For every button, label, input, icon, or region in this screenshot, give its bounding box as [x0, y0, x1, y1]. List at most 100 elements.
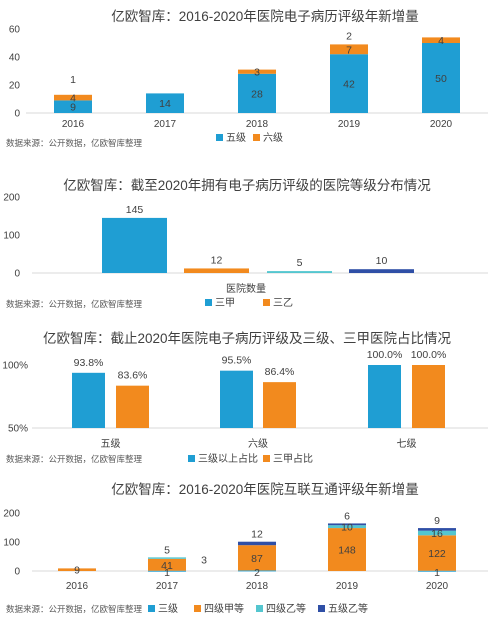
chart-2-data-label: 10 [376, 255, 388, 267]
chart-4-bar-四级乙等-2017 [148, 557, 186, 559]
chart-4-bar-四级甲等-2016 [58, 568, 96, 571]
chart-1-bar-五级-2016 [54, 100, 92, 113]
chart-4-extra-label: 3 [201, 554, 207, 566]
chart-3-data-label: 100.0% [367, 349, 403, 361]
chart-2-data-label: 5 [297, 257, 303, 269]
chart-1-xtick: 2016 [62, 119, 85, 130]
chart-2-bar-0 [102, 217, 167, 273]
chart-3-xtick: 六级 [248, 438, 268, 450]
chart-3-data-label: 86.4% [265, 366, 295, 378]
chart-2-ytick: 200 [3, 193, 20, 204]
chart-3-legend-sanji-label: 三级以上占比 [198, 452, 258, 465]
chart-4-bar-四级甲等-2017 [148, 558, 186, 571]
chart-4-data-label: 41 [161, 560, 173, 572]
chart-3-source: 数据来源：公开数据，亿欧智库整理 [6, 454, 143, 464]
chart-4-legend-wujiyi-swatch [318, 605, 325, 612]
chart-1-ytick: 0 [14, 109, 20, 120]
chart-1-bar-六级-2018 [238, 69, 276, 74]
chart-1-data-label: 42 [343, 79, 355, 91]
chart-4-legend-sijijia-label: 四级甲等 [204, 602, 244, 615]
chart-4-ytick: 200 [3, 509, 20, 520]
chart-4-legend-sijiyi-label: 四级乙等 [266, 602, 306, 615]
chart-4-data-label: 9 [74, 565, 80, 577]
chart-1-data-label: 4 [70, 93, 76, 105]
chart-1-bar-六级-2020 [422, 37, 460, 43]
chart-1-extra-label: 1 [70, 74, 76, 86]
chart-3-data-label: 83.6% [118, 370, 148, 382]
chart-2: 亿欧智库：截至2020年拥有电子病历评级的医院等级分布情况 0 100 200 145… [3, 177, 488, 309]
chart-1-data-label: 28 [251, 88, 263, 100]
chart-2-ytick: 0 [14, 269, 20, 280]
chart-1-bar-六级-2016 [54, 94, 92, 101]
chart-3-bar-三甲占比-六级 [263, 382, 296, 428]
chart-3-bar-三级以上占比-五级 [72, 372, 105, 428]
chart-1-data-label: 14 [159, 98, 171, 110]
chart-2-bar-2 [267, 271, 332, 273]
chart-4-xtick: 2018 [246, 581, 269, 592]
chart-4-data-label: 148 [338, 545, 356, 557]
chart-3-ytick: 100% [2, 361, 28, 372]
chart-4-bar-三级-2018 [238, 570, 276, 572]
chart-4-data-label: 1 [164, 567, 170, 579]
chart-4-data-label: 122 [428, 548, 446, 560]
chart-2-ytick: 100 [3, 231, 20, 242]
chart-3-xtick: 七级 [397, 438, 417, 450]
chart-1-data-label: 9 [70, 102, 76, 114]
chart-4-bar-四级甲等-2018 [238, 545, 276, 571]
chart-1-data-label: 7 [346, 44, 352, 56]
chart-1-bar-五级-2018 [238, 73, 276, 113]
chart-4-bar-四级乙等-2020 [418, 530, 456, 536]
chart-1-ytick: 40 [9, 53, 21, 64]
chart-1-title: 亿欧智库：2016-2020年医院电子病历评级年新增量 [111, 9, 419, 24]
chart-4-xtick: 2016 [66, 581, 89, 592]
chart-4-data-label: 6 [344, 510, 350, 522]
chart-1-xtick: 2017 [154, 119, 177, 130]
chart-1-bar-五级-2020 [422, 43, 460, 113]
chart-1-ytick: 20 [9, 81, 21, 92]
chart-4-data-label: 87 [251, 553, 263, 565]
chart-3-data-label: 93.8% [74, 357, 104, 369]
chart-4-xtick: 2019 [336, 581, 359, 592]
chart-4-data-label: 10 [341, 522, 353, 534]
chart-3-legend-sanjia-swatch [263, 455, 270, 462]
chart-1-bar-五级-2019 [330, 54, 368, 113]
chart-1-legend-wuji-swatch [216, 134, 223, 141]
chart-3-ytick: 50% [8, 424, 28, 435]
chart-4-legend-sijiyi-swatch [256, 605, 263, 612]
chart-4-legend-wujiyi-label: 五级乙等 [328, 602, 368, 615]
chart-4-bar-四级甲等-2020 [418, 535, 456, 571]
chart-4-bar-五级乙等-2020 [418, 528, 456, 531]
chart-2-source: 数据来源：公开数据，亿欧智库整理 [6, 299, 143, 309]
chart-4-legend-sanji-label: 三级 [158, 603, 178, 615]
chart-3-xtick: 五级 [101, 438, 121, 450]
chart-3-bar-三级以上占比-六级 [220, 370, 253, 428]
chart-4-plot: 0100200920161415320172871220181481062019… [3, 509, 488, 615]
chart-2-data-label: 12 [211, 254, 223, 266]
chart-2-title: 亿欧智库：截至2020年拥有电子病历评级的医院等级分布情况 [63, 177, 431, 193]
chart-2-legend-sanyi-label: 三乙 [273, 297, 293, 309]
chart-1-bar-六级-2019 [330, 44, 368, 55]
chart-2-bar-3 [349, 269, 414, 273]
chart-3-data-label: 100.0% [411, 349, 447, 361]
chart-1-xtick: 2019 [338, 119, 361, 130]
chart-1-data-label: 3 [254, 67, 260, 79]
chart-1-plot: 0204060941201614201728320184272201950420… [9, 25, 488, 144]
chart-1-source: 数据来源：公开数据，亿欧智库整理 [6, 138, 143, 148]
chart-1: 亿欧智库：2016-2020年医院电子病历评级年新增量 020406094120… [6, 9, 488, 148]
chart-1-legend-liuji-swatch [253, 134, 260, 141]
chart-3-legend-sanjia-label: 三甲占比 [273, 452, 313, 465]
chart-4-bar-四级乙等-2019 [328, 525, 366, 529]
chart-4-title: 亿欧智库：2016-2020年医院互联互通评级年新增量 [111, 482, 419, 497]
chart-4-ytick: 100 [3, 538, 20, 549]
chart-3-bar-三甲占比-五级 [116, 385, 149, 428]
chart-3-plot: 50% 100% 93.8% 83.6% 五级 95.5% 86.4% 六级 100.0% 100… [2, 349, 488, 465]
chart-4-bar-四级甲等-2019 [328, 528, 366, 571]
chart-4-bar-五级乙等-2018 [238, 541, 276, 546]
chart-3-bar-三甲占比-七级 [412, 365, 445, 428]
chart-4-data-label: 1 [434, 567, 440, 579]
chart-4-data-label: 12 [251, 529, 263, 541]
chart-3-data-label: 95.5% [222, 355, 252, 367]
chart-4-data-label: 16 [431, 528, 443, 540]
